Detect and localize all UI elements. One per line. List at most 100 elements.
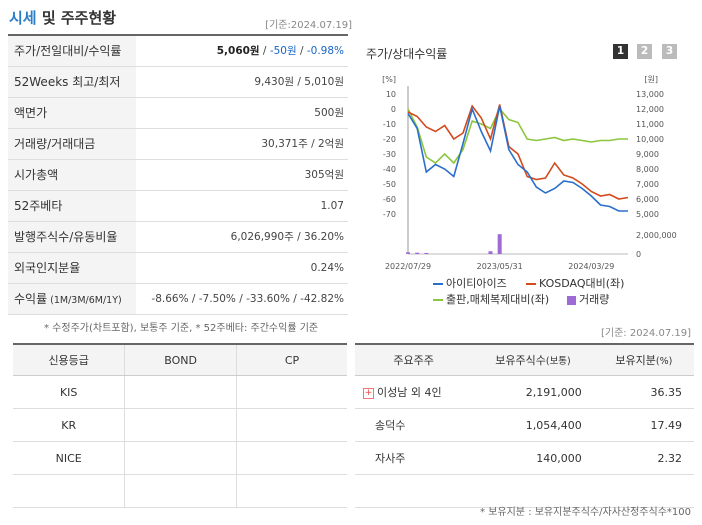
stat-value: 30,371주 / 2억원 bbox=[261, 138, 344, 150]
section-title-accent: 시세 bbox=[9, 9, 37, 27]
stat-value: 305억원 bbox=[304, 169, 344, 181]
holder-name-cell: + 이성남 외 4인 bbox=[355, 375, 473, 409]
table-row bbox=[13, 474, 347, 508]
legend-item: 거래량 bbox=[567, 291, 609, 307]
cp-cell bbox=[236, 408, 347, 442]
legend-label: 출판,매체복제대비(좌) bbox=[446, 293, 550, 306]
stat-value: 6,026,990주 / 36.20% bbox=[230, 231, 344, 243]
header-main: 보유주식수 bbox=[495, 354, 546, 367]
change-value: -50원 bbox=[269, 45, 297, 57]
right-tick-label: 8,000 bbox=[636, 165, 659, 174]
stat-value: 1.07 bbox=[320, 200, 344, 212]
volume-bar bbox=[415, 252, 420, 254]
stat-row-market-cap: 시가총액 305억원 bbox=[8, 160, 348, 191]
table-row: KR bbox=[13, 408, 347, 442]
header-main: 보유지분 bbox=[615, 354, 656, 367]
bond-cell bbox=[124, 441, 237, 475]
stat-label: 액면가 bbox=[8, 98, 136, 128]
x-tick-label: 2023/05/31 bbox=[477, 262, 523, 271]
right-tick-label: 10,000 bbox=[636, 135, 664, 144]
footnote-holders: * 보유지분 : 보유지분주식수/자사산정주식수*100 bbox=[480, 507, 691, 518]
change-rate: -0.98% bbox=[306, 45, 344, 57]
table-row: 송덕수 1,054,400 17.49 bbox=[355, 408, 694, 442]
legend-item: 출판,매체복제대비(좌) bbox=[433, 291, 549, 307]
pct-cell bbox=[593, 474, 694, 508]
holder-name: 송덕수 bbox=[355, 408, 473, 442]
legend-label: 아이티아이즈 bbox=[446, 277, 507, 290]
header-sub: (보통) bbox=[545, 356, 571, 367]
agency-cell: KR bbox=[13, 408, 126, 442]
left-tick-label: -60 bbox=[383, 195, 396, 204]
stat-row-beta: 52주베타 1.07 bbox=[8, 191, 348, 222]
right-tick-label: 6,000 bbox=[636, 195, 659, 204]
price-value: 5,060원 bbox=[216, 45, 260, 57]
table-row[interactable]: + 이성남 외 4인 2,191,000 36.35 bbox=[355, 375, 694, 409]
table-row: KIS bbox=[13, 375, 347, 409]
volume-bar bbox=[424, 252, 429, 254]
right-tick-label: 13,000 bbox=[636, 90, 664, 99]
stat-label: 주가/전일대비/수익률 bbox=[8, 36, 136, 66]
footnote: * 수정주가(차트포함), 보통주 기준, * 52주베타: 주간수익률 기준 bbox=[44, 323, 319, 334]
left-tick-label: -70 bbox=[383, 210, 396, 219]
right-tick-label: 9,000 bbox=[636, 150, 659, 159]
left-tick-label: 0 bbox=[391, 105, 396, 114]
stat-label: 발행주식수/유동비율 bbox=[8, 222, 136, 252]
holder-name bbox=[355, 474, 473, 508]
section-title-rest: 및 주주현황 bbox=[36, 9, 117, 27]
legend-label: 거래량 bbox=[579, 293, 610, 306]
sep: / bbox=[259, 45, 270, 57]
stat-value: 0.24% bbox=[310, 262, 344, 274]
cp-cell bbox=[236, 474, 347, 508]
stat-row-returns: 수익률 (1M/3M/6M/1Y) -8.66% / -7.50% / -33.… bbox=[8, 284, 348, 315]
legend-label: KOSDAQ대비(좌) bbox=[539, 277, 625, 290]
stat-row-52weeks: 52Weeks 최고/최저 9,430원 / 5,010원 bbox=[8, 67, 348, 98]
credit-header: CP bbox=[236, 343, 347, 376]
stat-label: 52주베타 bbox=[8, 191, 136, 221]
volume-bar bbox=[406, 252, 410, 254]
cp-cell bbox=[236, 441, 347, 475]
right-tick-label: 5,000 bbox=[636, 210, 659, 219]
stat-row-volume: 거래량/거래대금 30,371주 / 2억원 bbox=[8, 129, 348, 160]
chart-tab-3[interactable]: 3 bbox=[662, 44, 677, 59]
right-tick-label: 7,000 bbox=[636, 180, 659, 189]
credit-header: 신용등급 bbox=[13, 343, 126, 376]
left-tick-label: -10 bbox=[383, 120, 396, 129]
shareholders-table: 주요주주 보유주식수(보통) 보유지분(%) + 이성남 외 4인 2,191,0… bbox=[355, 343, 694, 508]
stat-row-shares: 발행주식수/유동비율 6,026,990주 / 36.20% bbox=[8, 222, 348, 253]
base-date-2: [기준: 2024.07.19] bbox=[600, 328, 691, 339]
pct-cell: 36.35 bbox=[593, 375, 694, 409]
legend-swatch bbox=[433, 283, 443, 285]
chart-tab-2[interactable]: 2 bbox=[637, 44, 652, 59]
shares-cell bbox=[472, 474, 594, 508]
volume-tick-label: 2,000,000 bbox=[636, 231, 677, 240]
holders-header: 보유주식수(보통) bbox=[472, 343, 594, 376]
shares-cell: 1,054,400 bbox=[472, 408, 594, 442]
chart-tab-1[interactable]: 1 bbox=[613, 44, 628, 59]
agency-cell bbox=[13, 474, 126, 508]
series-line bbox=[407, 105, 628, 212]
left-tick-label: -20 bbox=[383, 135, 396, 144]
bond-cell bbox=[124, 375, 237, 409]
stat-label-main: 수익률 bbox=[14, 292, 48, 306]
agency-cell: KIS bbox=[13, 375, 126, 409]
series-line bbox=[407, 107, 628, 165]
credit-rating-table: 신용등급 BOND CP KIS KR NICE bbox=[13, 343, 347, 508]
stat-label: 거래량/거래대금 bbox=[8, 129, 136, 159]
holder-name: 이성남 외 4인 bbox=[377, 386, 442, 399]
x-tick-label: 2024/03/29 bbox=[568, 262, 614, 271]
credit-header: BOND bbox=[124, 343, 237, 376]
right-tick-label: 12,000 bbox=[636, 105, 664, 114]
section-title: 시세 및 주주현황 bbox=[9, 7, 116, 28]
header-sub: (%) bbox=[655, 356, 673, 367]
left-tick-label: -40 bbox=[383, 165, 396, 174]
pct-cell: 2.32 bbox=[593, 441, 694, 475]
expand-icon[interactable]: + bbox=[363, 387, 374, 399]
x-tick-label: 2022/07/29 bbox=[385, 262, 431, 271]
volume-bar bbox=[488, 251, 493, 254]
divider bbox=[8, 34, 348, 36]
sep: / bbox=[296, 45, 307, 57]
cp-cell bbox=[236, 375, 347, 409]
right-tick-label: 11,000 bbox=[636, 120, 664, 129]
stat-label: 외국인지분율 bbox=[8, 253, 136, 283]
stat-row-price: 주가/전일대비/수익률 5,060원 / -50원 / -0.98% bbox=[8, 36, 348, 67]
